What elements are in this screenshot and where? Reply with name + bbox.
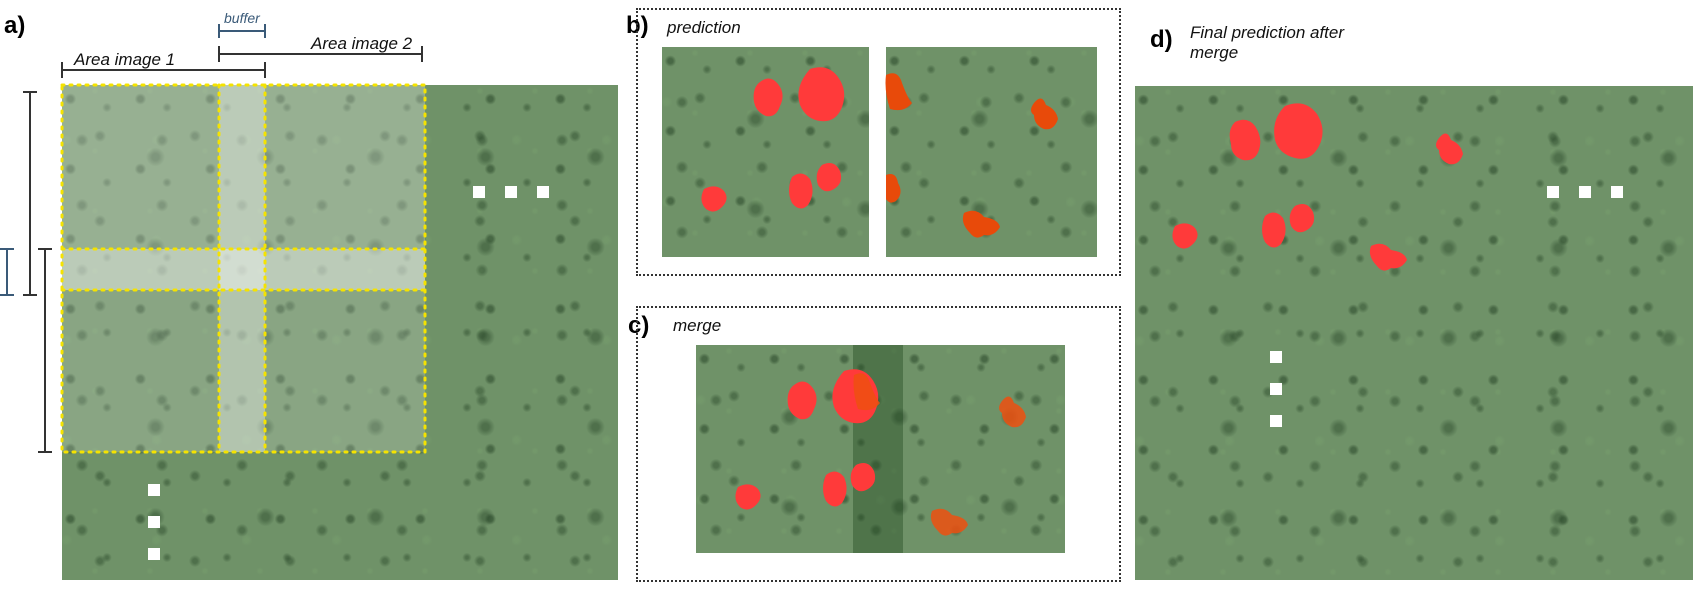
merged-crowns [735,369,1026,536]
final-prediction-label-line1: Final prediction after [1190,23,1345,42]
ellipsis-dot-icon [537,186,549,198]
final-prediction-image [1135,86,1693,580]
final-crowns [1172,103,1463,271]
ellipsis-dot-icon [1270,383,1282,395]
final-prediction-label-line2: merge [1190,43,1239,62]
panel-a-letter: a) [4,12,26,39]
panel-c-letter: c) [628,312,650,339]
tile-region-overlay [62,85,425,452]
merged-tile-image [696,345,1065,553]
tile-grid [60,83,427,454]
buffer-label: buffer [224,10,260,26]
prediction-label: prediction [667,18,741,37]
ellipsis-dot-icon [1579,186,1591,198]
ellipsis-dot-icon [148,548,160,560]
panel-a-forest-image [62,85,618,580]
ellipsis-dot-icon [1270,351,1282,363]
ellipsis-dot-icon [148,516,160,528]
vertical-buffer-strip [219,85,265,452]
area-image-2-label: Area image 2 [311,34,413,53]
merge-label: merge [673,316,722,335]
horizontal-buffer-strip [62,249,425,290]
ellipsis-dot-icon [1270,415,1282,427]
tile-top-overlay [62,85,425,290]
ellipsis-dot-icon [505,186,517,198]
ellipsis-dot-icon [148,484,160,496]
panel-b-frame [636,8,1121,276]
panel-a-brackets [0,24,423,453]
panel-d-letter: d) [1150,26,1173,53]
panel-c-frame [636,306,1121,582]
ellipsis-dot-icon [473,186,485,198]
ellipsis-dot-icon [1611,186,1623,198]
prediction-crowns [701,67,1058,238]
ellipsis-dot-icon [1547,186,1559,198]
area-image-1-label: Area image 1 [74,50,176,69]
